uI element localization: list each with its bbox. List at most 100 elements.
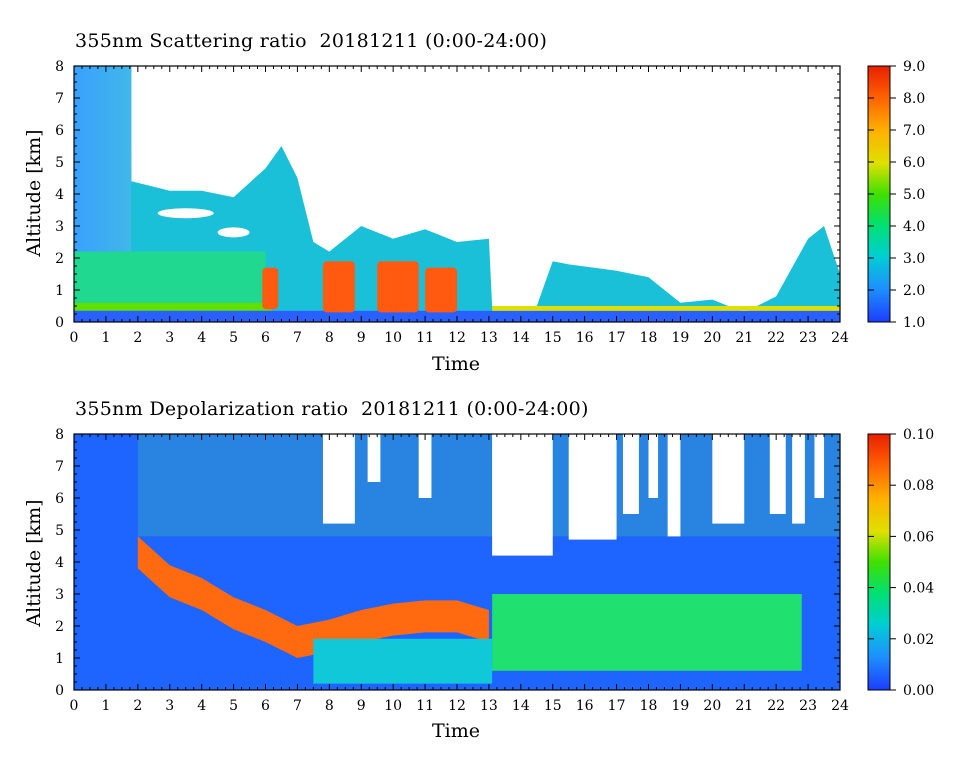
- high-scatter-patch: [322, 261, 355, 313]
- x-tick-label: 19: [672, 698, 690, 714]
- x-tick-label: 23: [799, 698, 817, 714]
- y-tick-label: 8: [55, 59, 64, 75]
- colorbar-tick-label: 0.04: [903, 581, 934, 597]
- colorbar-tick-label: 0.08: [903, 478, 934, 494]
- clear-sky-region: [74, 66, 132, 252]
- no-data-gap: [418, 434, 432, 498]
- x-axis-label: Time: [432, 720, 480, 742]
- depolarization-axes: 0 1 2 3 4 5 6 7 8 9 10 11 12 13 14 15 16 17 18 19 20 21 22 23 24…: [55, 427, 849, 714]
- chart-title-depolarization: 355nm Depolarization ratio 20181211 (0:0…: [75, 398, 589, 420]
- x-tick-label: 13: [480, 698, 498, 714]
- x-tick-label: 8: [325, 330, 334, 346]
- x-tick-label: 8: [325, 698, 334, 714]
- x-tick-label: 9: [357, 698, 366, 714]
- colorbar-tick-label: 5.0: [903, 187, 925, 203]
- high-scatter-patch: [262, 267, 279, 310]
- y-tick-label: 4: [55, 187, 64, 203]
- colorbar-ticks: 0.00 0.02 0.04 0.06 0.08 0.10: [868, 427, 934, 699]
- x-tick-label: 13: [480, 330, 498, 346]
- x-tick-label: 18: [640, 330, 658, 346]
- no-data-gap: [769, 434, 786, 514]
- colorbar-tick-label: 0.06: [903, 529, 934, 545]
- no-data-gap: [814, 434, 825, 498]
- y-tick-label: 2: [55, 619, 64, 635]
- x-tick-label: 2: [133, 330, 142, 346]
- y-axis-label: Altitude [km]: [23, 499, 45, 627]
- x-tick-label: 0: [70, 330, 79, 346]
- x-tick-label: 6: [261, 698, 270, 714]
- x-tick-label: 7: [293, 330, 302, 346]
- colorbar-tick-label: 0.10: [903, 427, 934, 443]
- x-tick-label: 24: [831, 698, 849, 714]
- mid-depol-region: [492, 594, 802, 671]
- y-tick-label: 3: [55, 219, 64, 235]
- x-tick-label: 22: [767, 698, 785, 714]
- x-tick-label: 18: [640, 698, 658, 714]
- x-tick-label: 3: [165, 698, 174, 714]
- chart-title-scattering: 355nm Scattering ratio 20181211 (0:00-24…: [75, 30, 548, 52]
- high-depol-band: [137, 536, 489, 658]
- y-tick-label: 0: [55, 315, 64, 331]
- y-tick-label: 6: [55, 123, 64, 139]
- x-tick-label: 1: [101, 698, 110, 714]
- x-tick-label: 4: [197, 698, 206, 714]
- high-scatter-patch: [377, 261, 419, 313]
- x-tick-label: 20: [703, 698, 721, 714]
- x-tick-label: 19: [672, 330, 690, 346]
- y-tick-label: 5: [55, 523, 64, 539]
- x-tick-label: 4: [197, 330, 206, 346]
- no-data-gap: [712, 434, 745, 524]
- transition-region: [313, 638, 493, 684]
- y-axis-label: Altitude [km]: [23, 129, 45, 257]
- colorbar-tick-label: 4.0: [903, 219, 925, 235]
- no-data-gap: [667, 434, 681, 537]
- no-data-gap: [568, 434, 617, 540]
- x-tick-label: 16: [576, 330, 594, 346]
- y-tick-label: 2: [55, 251, 64, 267]
- no-data-gap: [492, 434, 553, 556]
- x-tick-label: 15: [544, 698, 562, 714]
- y-tick-label: 3: [55, 587, 64, 603]
- boundary-layer: [492, 306, 840, 311]
- out-of-range-patch: [157, 208, 214, 219]
- no-data-gap: [322, 434, 355, 524]
- x-tick-label: 3: [165, 330, 174, 346]
- colorbar-tick-label: 0.02: [903, 632, 934, 648]
- colorbar-tick-label: 6.0: [903, 155, 925, 171]
- colorbar-tick-label: 8.0: [903, 91, 925, 107]
- x-tick-label: 21: [735, 698, 753, 714]
- x-tick-label: 12: [448, 698, 466, 714]
- no-data-gap: [622, 434, 639, 514]
- y-tick-label: 8: [55, 427, 64, 443]
- x-tick-label: 0: [70, 698, 79, 714]
- no-data-gap: [367, 434, 381, 482]
- x-tick-label: 24: [831, 330, 849, 346]
- x-tick-label: 12: [448, 330, 466, 346]
- y-tick-label: 4: [55, 555, 64, 571]
- x-tick-label: 14: [512, 330, 530, 346]
- colorbar-tick-label: 7.0: [903, 123, 925, 139]
- x-tick-label: 17: [608, 330, 626, 346]
- colorbar: [867, 433, 891, 691]
- scattering-ratio-chart: 0 1 2 3 4 5 6 7 8 9 10 11 12 13 14 15 16 17 18 19 20 21 22 23 24…: [23, 59, 925, 375]
- scattering-axes: 0 1 2 3 4 5 6 7 8 9 10 11 12 13 14 15 16 17 18 19 20 21 22 23 24…: [55, 59, 849, 346]
- y-tick-label: 1: [55, 283, 64, 299]
- x-tick-label: 14: [512, 698, 530, 714]
- depolarization-plot-area: [74, 434, 841, 690]
- scattering-plot-area: [74, 66, 840, 322]
- colorbar-tick-label: 1.0: [903, 315, 925, 331]
- x-tick-label: 10: [384, 330, 402, 346]
- y-tick-label: 0: [55, 683, 64, 699]
- y-tick-label: 7: [55, 91, 64, 107]
- colorbar-tick-label: 9.0: [903, 59, 925, 75]
- y-tick-label: 7: [55, 459, 64, 475]
- x-tick-label: 5: [229, 330, 238, 346]
- low-layer: [74, 251, 266, 303]
- high-scatter-patch: [425, 267, 457, 313]
- no-data-gap: [792, 434, 805, 524]
- x-tick-label: 17: [608, 698, 626, 714]
- x-tick-label: 10: [384, 698, 402, 714]
- x-tick-label: 21: [735, 330, 753, 346]
- colorbar-tick-label: 0.00: [903, 683, 934, 699]
- x-tick-label: 23: [799, 330, 817, 346]
